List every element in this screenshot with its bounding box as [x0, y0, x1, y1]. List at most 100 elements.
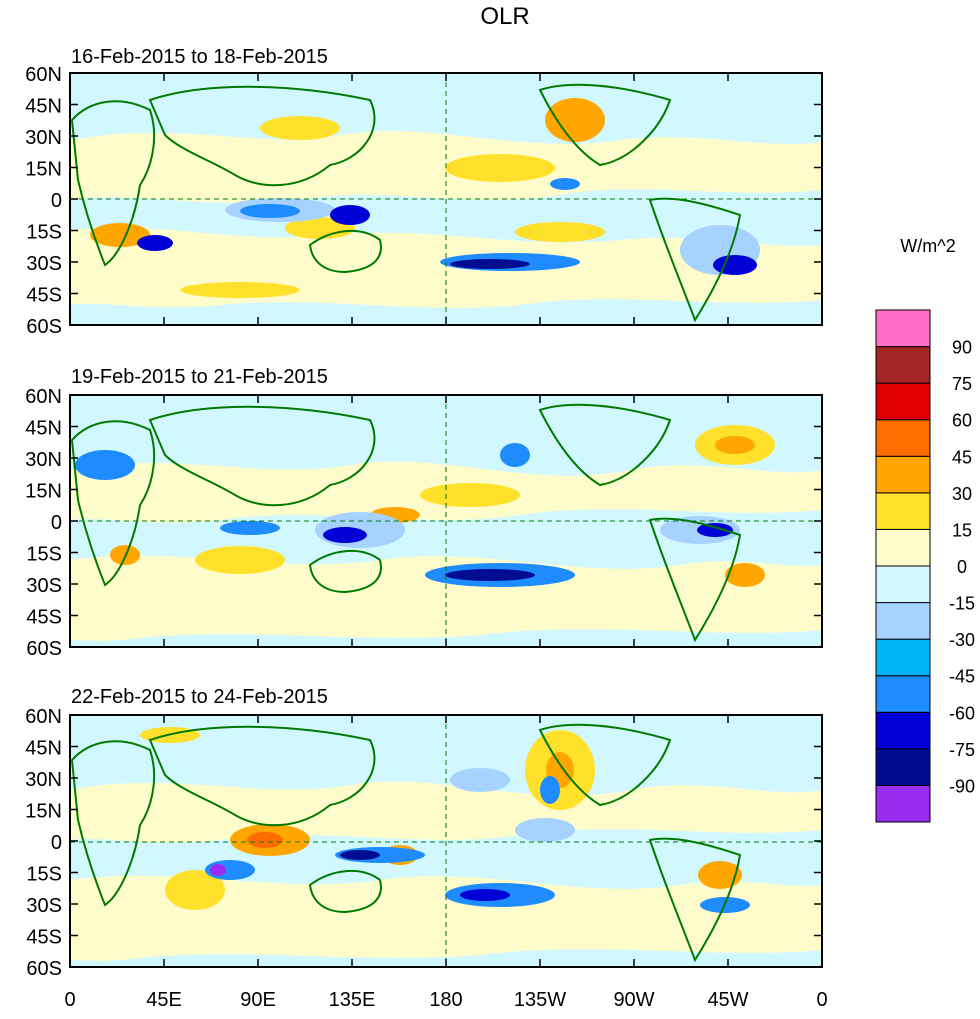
lat-tick-label: 15N — [25, 159, 62, 181]
panel-2-cold-anomaly — [220, 521, 280, 535]
lat-tick-label: 30N — [25, 449, 62, 471]
colorbar-label: 15 — [952, 520, 972, 540]
colorbar-swatch — [875, 309, 931, 348]
panel-3-warm-anomaly — [247, 832, 283, 848]
colorbar-swatch — [875, 455, 931, 494]
lon-tick-label: 45E — [146, 989, 182, 1011]
colorbar-swatch — [875, 528, 931, 567]
lon-tick-label: 90W — [613, 989, 654, 1011]
map-axes: 60N 45N 30N 15N 0 15S 30S 45S 60S 60N 45N 30N 15N 0 15… — [25, 64, 827, 1011]
panel-2: 19-Feb-2015 to 21-Feb-2015 — [69, 366, 823, 648]
panel-1-cold-anomaly — [713, 255, 757, 275]
panel-3-cold-anomaly — [340, 850, 380, 860]
colorbar-label: 45 — [952, 447, 972, 467]
panel-3-cold-anomaly — [450, 768, 510, 792]
panel-2-warm-anomaly — [420, 483, 520, 507]
panel-3: 22-Feb-2015 to 24-Feb-2015 — [69, 686, 823, 968]
colorbar-label: -15 — [949, 594, 975, 614]
panel-1-warm-anomaly — [260, 116, 340, 140]
panel-3-cold-anomaly — [460, 889, 510, 901]
lat-tick-label: 60S — [26, 638, 62, 660]
panel-1-warm-anomaly — [445, 154, 555, 182]
lon-tick-label: 135E — [329, 989, 376, 1011]
colorbar-label: -60 — [949, 703, 975, 723]
lat-tick-label: 45N — [25, 96, 62, 118]
panel-2-coastlines — [70, 403, 742, 643]
panel-2-warm-anomaly — [195, 546, 285, 574]
panel-1: 16-Feb-2015 to 18-Feb-2015 — [69, 46, 823, 326]
colorbar: -90 -75 -60 -45 -30 -15 0 15 30 45 60 75 90 — [875, 309, 975, 823]
panel-1-warm-anomaly — [515, 222, 605, 242]
colorbar-label: 30 — [952, 484, 972, 504]
panel-3-warm-anomaly — [698, 861, 742, 889]
panel-1-date-range: 16-Feb-2015 to 18-Feb-2015 — [71, 46, 328, 68]
lat-tick-label: 30N — [25, 769, 62, 791]
panel-1-cold-anomaly — [240, 204, 300, 218]
colorbar-label: 0 — [957, 557, 967, 577]
lat-tick-label: 30S — [26, 253, 62, 275]
colorbar-label: 90 — [952, 338, 972, 358]
colorbar-swatch — [875, 419, 931, 457]
panel-2-cold-anomaly — [500, 443, 530, 467]
panel-3-date-range: 22-Feb-2015 to 24-Feb-2015 — [71, 686, 328, 708]
lat-tick-label: 30S — [26, 895, 62, 917]
panel-3-warm-anomaly — [165, 870, 225, 910]
lat-tick-label: 60N — [25, 64, 62, 86]
lat-tick-label: 0 — [51, 832, 62, 854]
lat-tick-label: 30S — [26, 575, 62, 597]
panel-3-cold-anomaly — [540, 776, 560, 804]
lat-tick-label: 60N — [25, 386, 62, 408]
colorbar-label: 75 — [952, 374, 972, 394]
panel-2-date-range: 19-Feb-2015 to 21-Feb-2015 — [71, 366, 328, 388]
colorbar-swatch — [875, 638, 931, 677]
lat-tick-label: 45N — [25, 418, 62, 440]
panel-2-cold-anomaly — [697, 523, 733, 537]
colorbar-label: 60 — [952, 411, 972, 431]
colorbar-label: -30 — [949, 630, 975, 650]
panel-2-cold-anomaly — [75, 450, 135, 480]
lat-tick-label: 0 — [51, 190, 62, 212]
lat-tick-label: 15N — [25, 801, 62, 823]
lat-tick-label: 60N — [25, 706, 62, 728]
colorbar-units: W/m^2 — [900, 236, 955, 256]
lat-tick-label: 15S — [26, 544, 62, 566]
lat-tick-label: 0 — [51, 512, 62, 534]
lat-tick-label: 45S — [26, 285, 62, 307]
lon-tick-label: 45W — [707, 989, 748, 1011]
panel-1-cold-anomaly — [137, 235, 173, 251]
lat-tick-label: 60S — [26, 958, 62, 980]
panel-3-cold-anomaly — [515, 818, 575, 842]
lon-tick-label: 180 — [429, 989, 462, 1011]
panel-2-anomaly-field — [70, 425, 822, 641]
panel-2-warm-anomaly — [715, 436, 755, 454]
lat-tick-label: 60S — [26, 316, 62, 338]
panel-1-coastlines — [70, 83, 742, 323]
lon-tick-label: 0 — [64, 989, 75, 1011]
colorbar-swatch — [875, 784, 931, 823]
panel-1-cold-anomaly — [330, 205, 370, 225]
lat-tick-label: 45N — [25, 738, 62, 760]
lon-tick-label: 0 — [816, 989, 827, 1011]
colorbar-swatch — [875, 675, 931, 713]
colorbar-swatch — [875, 565, 931, 604]
panel-2-warm-anomaly — [725, 563, 765, 587]
lat-tick-label: 45S — [26, 607, 62, 629]
lat-tick-label: 30N — [25, 127, 62, 149]
panel-1-cold-anomaly — [450, 259, 530, 269]
lon-tick-label: 135W — [514, 989, 566, 1011]
colorbar-swatch — [875, 492, 931, 530]
colorbar-swatch — [875, 748, 931, 786]
colorbar-label: -75 — [949, 740, 975, 760]
colorbar-swatch — [875, 382, 931, 421]
panel-3-positive-anomaly-band-south — [70, 875, 822, 961]
colorbar-swatch — [875, 602, 931, 640]
panel-1-warm-anomaly — [180, 282, 300, 298]
panel-3-coastlines — [70, 723, 742, 963]
panel-1-warm-anomaly — [545, 98, 605, 142]
figure-title: OLR — [480, 3, 529, 30]
panel-2-cold-anomaly — [323, 527, 367, 543]
panel-3-anomaly-field — [70, 727, 822, 961]
panel-1-cold-anomaly — [550, 178, 580, 190]
colorbar-swatch — [875, 346, 931, 384]
